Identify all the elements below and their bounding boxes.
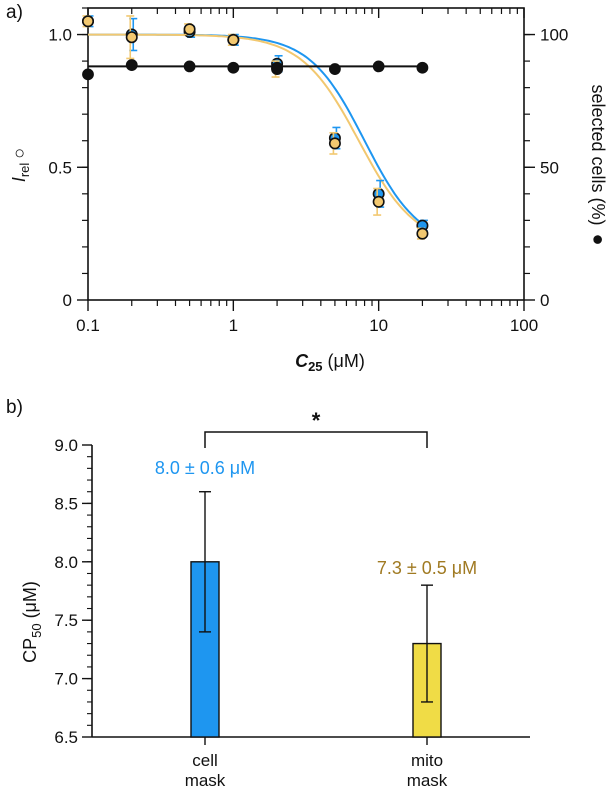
panel-b-y-axis-label: CP50 (μM): [20, 581, 44, 663]
x-tick-label: 1: [229, 316, 238, 335]
panel-a-marks: [82, 15, 429, 240]
panel-b-marks: 8.0 ± 0.6 μM 7.3 ± 0.5 μM *: [155, 408, 477, 738]
right-tick-label: 50: [540, 158, 559, 177]
x-label-rest: (μM): [323, 351, 365, 371]
dose-response-fit-line: [88, 33, 424, 225]
bar-value-label: 7.3 ± 0.5 μM: [377, 558, 477, 578]
left-label-symbol: ○: [9, 148, 29, 159]
mito-mask-point: [183, 23, 196, 36]
b-label-rest: (μM): [20, 581, 40, 623]
b-tick-label: 7.0: [54, 670, 78, 689]
selected-cells-point: [372, 60, 385, 73]
dose-response-fit-line: [88, 33, 423, 227]
right-tick-label: 100: [540, 26, 568, 45]
b-tick-label: 9.0: [54, 436, 78, 455]
selected-cells-point: [82, 68, 94, 81]
category-label: cell: [192, 751, 218, 770]
left-tick-label: 0: [63, 291, 72, 310]
selected-cells-point: [125, 59, 138, 71]
panel-a-x-axis-label: C25 (μM): [295, 351, 365, 374]
mito-mask-point: [125, 31, 138, 44]
mito-mask-point: [416, 227, 429, 240]
mito-mask-point: [328, 137, 341, 150]
x-label-italic: C: [295, 351, 309, 371]
panel-a-frame: [87, 7, 525, 301]
x-tick-label: 100: [510, 316, 538, 335]
selected-cells-point: [227, 61, 240, 74]
left-label-italic: I: [9, 177, 29, 182]
x-tick-label: 10: [369, 316, 388, 335]
bar-value-label: 8.0 ± 0.6 μM: [155, 458, 255, 478]
category-label: mask: [407, 771, 448, 790]
b-label-base: CP: [20, 638, 40, 663]
category-label: mask: [185, 771, 226, 790]
panel-a-right-axis-label: selected cells (%) ●: [587, 84, 606, 245]
mito-mask-point: [372, 195, 385, 208]
selected-cells-point: [271, 61, 283, 74]
selected-cells-point: [329, 63, 341, 75]
selected-cells-point: [416, 61, 429, 74]
x-tick-label: 0.1: [76, 316, 100, 335]
significance-bracket: [204, 431, 428, 448]
left-tick-label: 0.5: [48, 158, 72, 177]
b-tick-label: 6.5: [54, 728, 78, 747]
right-label-text: selected cells (%): [588, 84, 606, 225]
b-tick-label: 7.5: [54, 611, 78, 630]
panel-a-left-axis-label: Irel ○: [9, 148, 32, 182]
panel-a-label: a): [6, 2, 23, 23]
significance-star: *: [312, 408, 321, 433]
b-tick-label: 8.5: [54, 494, 78, 513]
category-label: mito: [411, 751, 443, 770]
selected-cells-point: [183, 60, 196, 73]
bar: [190, 561, 220, 738]
x-label-sub: 25: [308, 359, 322, 374]
right-tick-label: 0: [540, 291, 549, 310]
b-label-sub: 50: [29, 623, 44, 637]
left-label-sub: rel: [17, 163, 32, 178]
mito-mask-point: [227, 33, 240, 46]
left-tick-label: 1.0: [48, 26, 72, 45]
mito-mask-point: [82, 15, 95, 28]
b-tick-label: 8.0: [54, 553, 78, 572]
panel-b-label: b): [6, 397, 23, 418]
right-label-symbol: ●: [587, 233, 606, 245]
